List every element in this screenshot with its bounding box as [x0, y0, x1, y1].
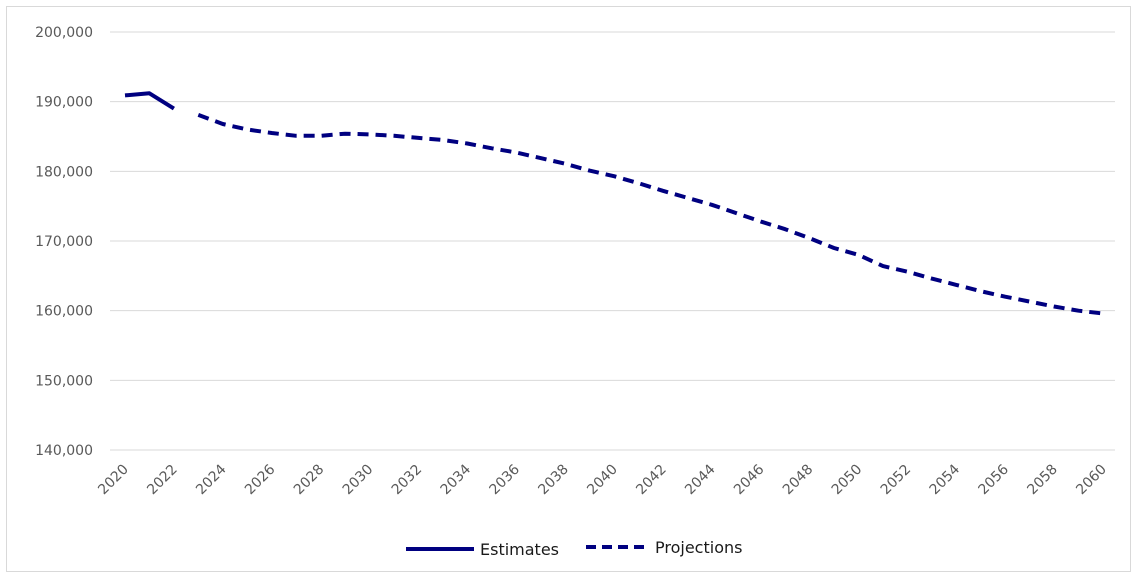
x-tick-label: 2030: [340, 462, 377, 499]
y-tick-label: 200,000: [35, 25, 93, 41]
y-tick-label: 160,000: [35, 304, 93, 320]
x-tick-label: 2042: [633, 462, 670, 499]
x-tick-label: 2020: [95, 462, 132, 499]
y-tick-label: 150,000: [35, 373, 93, 389]
gridlines: [110, 31, 1115, 451]
x-tick-label: 2028: [291, 462, 328, 499]
x-tick-label: 2036: [487, 461, 524, 498]
y-tick-label: 140,000: [35, 443, 93, 459]
x-tick-label: 2058: [1024, 462, 1061, 499]
x-tick-label: 2044: [682, 461, 719, 498]
x-tick-label: 2048: [780, 462, 817, 499]
series-line-projections: [197, 113, 1104, 316]
x-tick-label: 2054: [927, 461, 964, 498]
series-lines: [124, 91, 1104, 316]
x-tick-label: 2046: [731, 461, 768, 498]
x-tick-label: 2050: [829, 462, 866, 499]
x-tick-label: 2038: [535, 462, 572, 499]
x-axis-ticks: 2020 2022 2024 2026 2028 2030 2032 2034 2036 2038…: [95, 461, 1110, 498]
x-tick-label: 2024: [193, 461, 230, 498]
x-tick-label: 2034: [438, 461, 475, 498]
x-tick-label: 2032: [389, 462, 426, 499]
legend-label-projections: Projections: [655, 538, 742, 557]
x-tick-label: 2026: [242, 461, 279, 498]
legend-label-estimates: Estimates: [480, 540, 559, 559]
y-axis-ticks: 140,000 150,000 160,000 170,000 180,000 190,0…: [35, 25, 93, 459]
x-tick-label: 2052: [878, 462, 915, 499]
y-tick-label: 180,000: [35, 164, 93, 180]
legend: Estimates Projections: [406, 538, 742, 559]
x-tick-label: 2040: [584, 462, 621, 499]
x-tick-label: 2056: [976, 461, 1013, 498]
x-tick-label: 2022: [144, 462, 181, 499]
y-tick-label: 170,000: [35, 234, 93, 250]
x-tick-label: 2060: [1073, 462, 1110, 499]
chart-frame: [6, 6, 1131, 572]
series-line-estimates: [124, 91, 175, 111]
y-tick-label: 190,000: [35, 95, 93, 111]
